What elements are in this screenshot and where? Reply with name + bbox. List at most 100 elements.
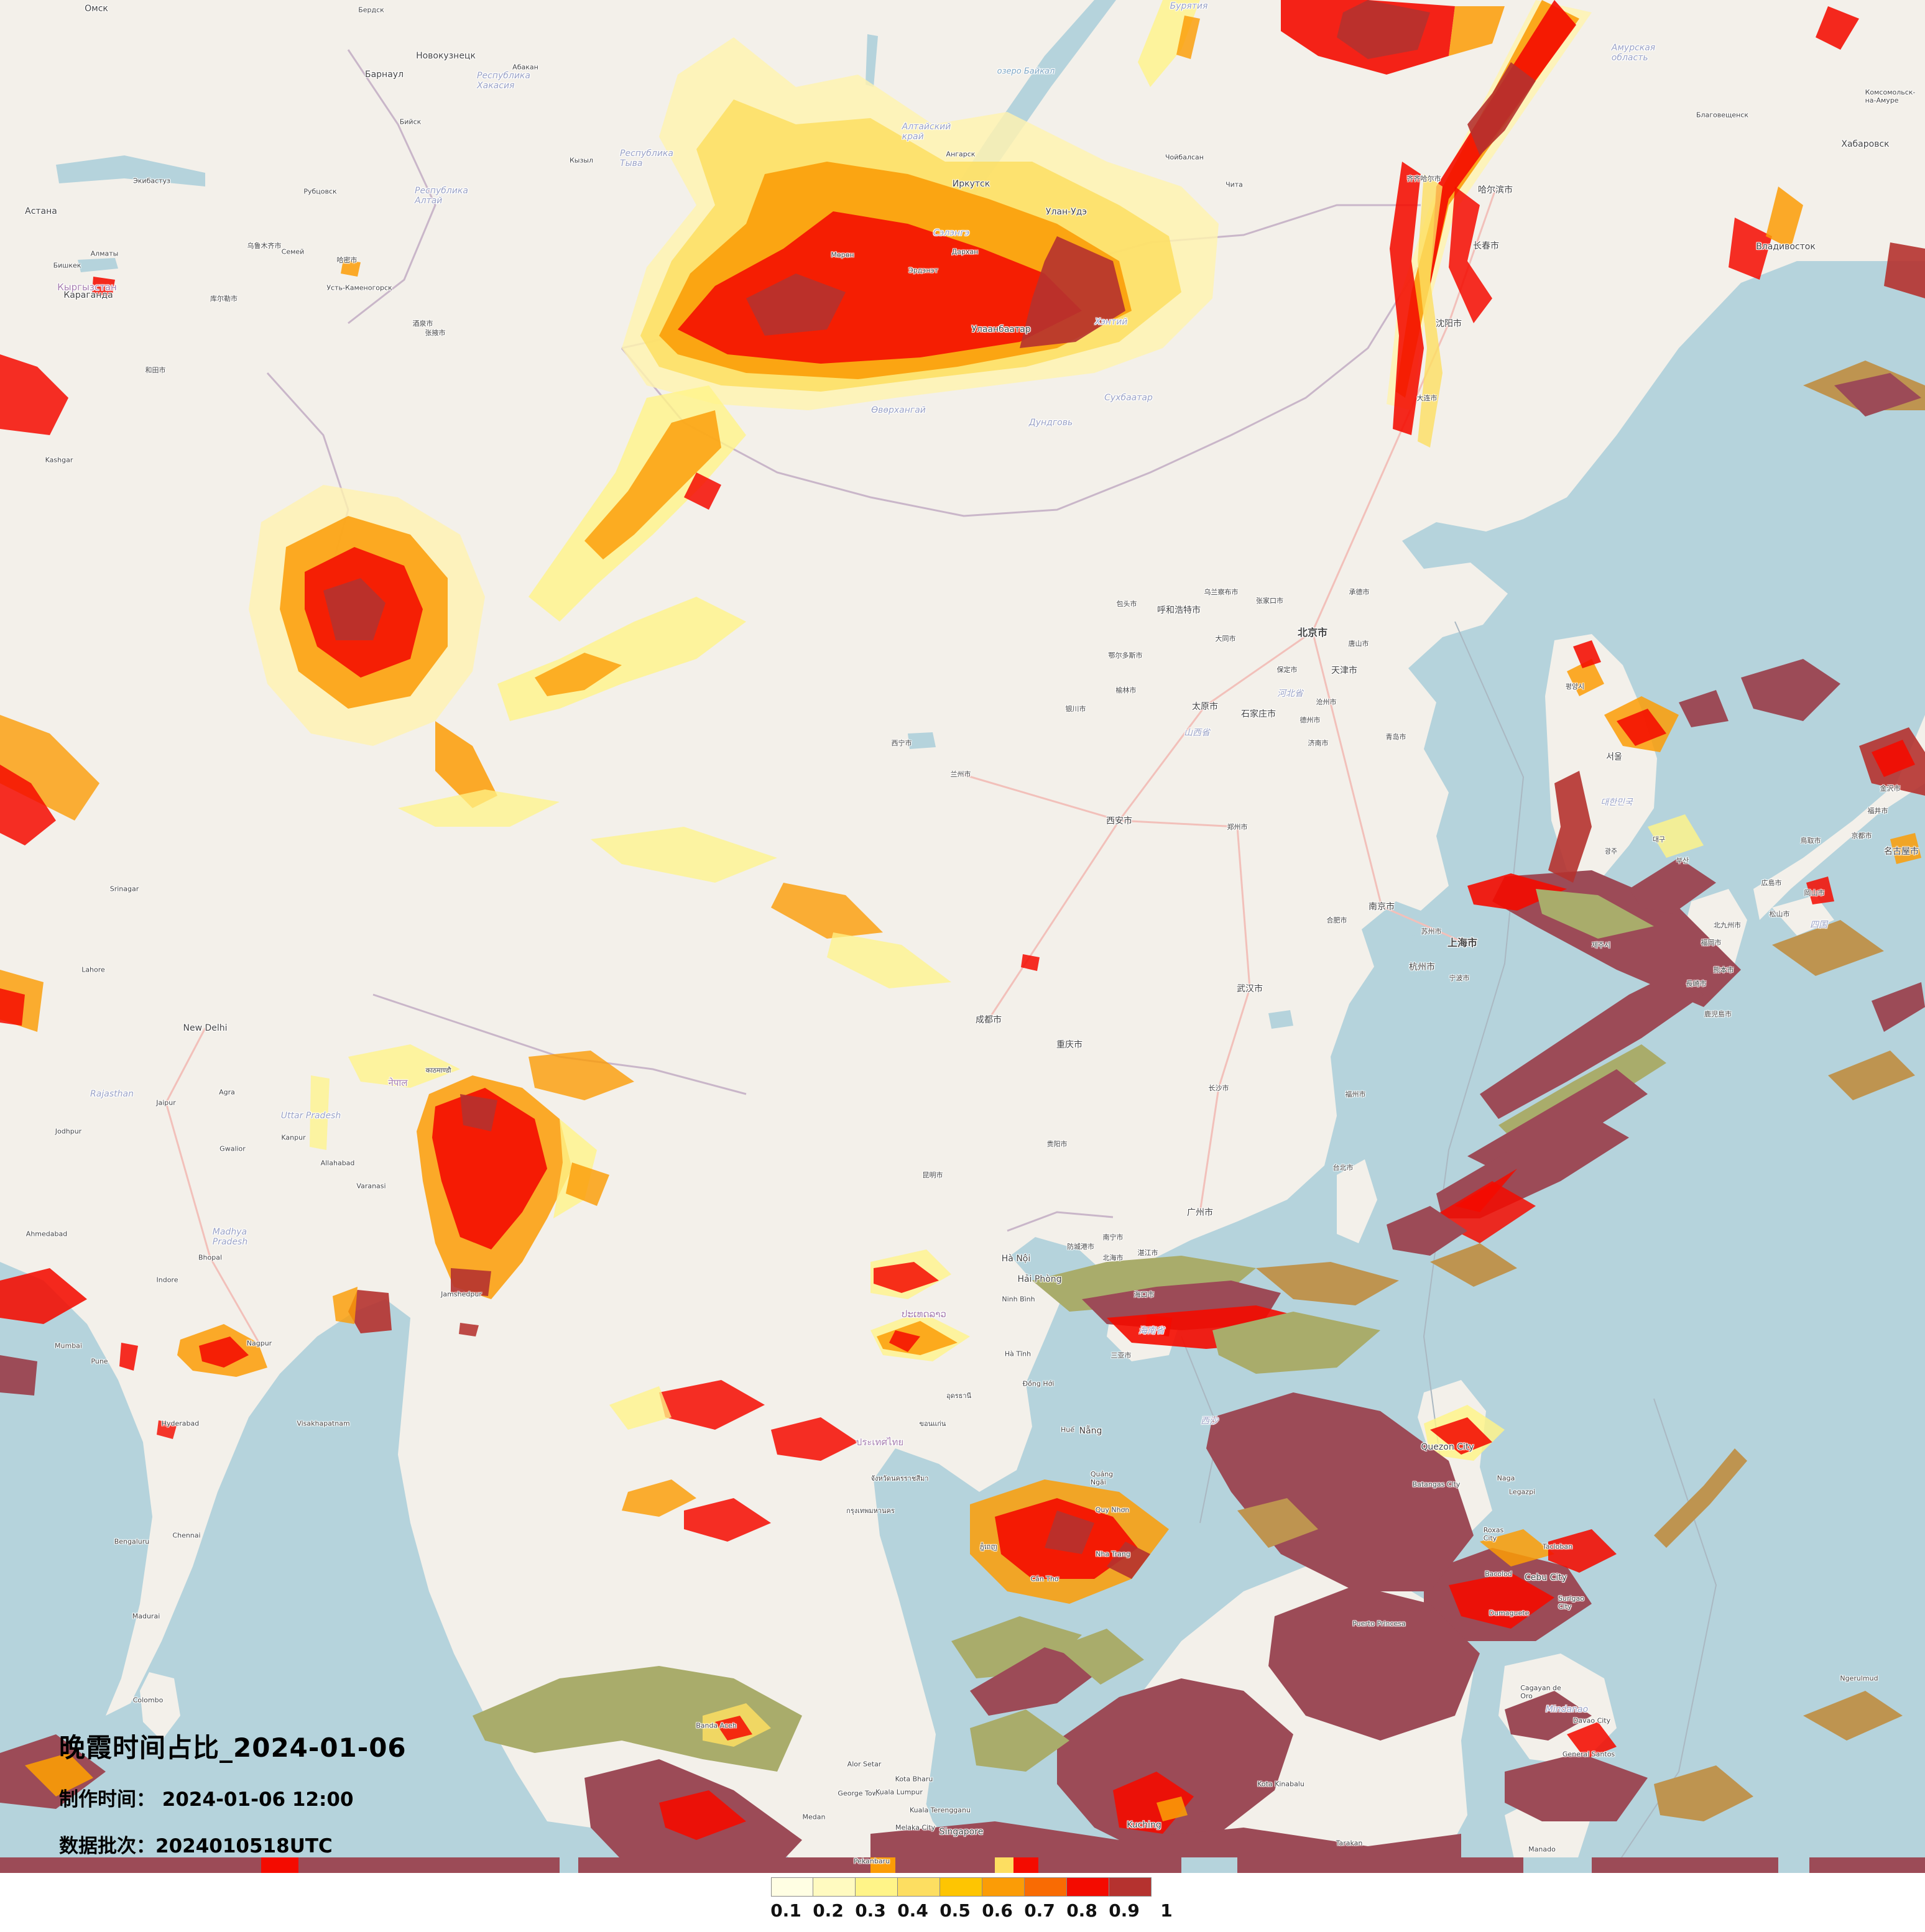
legend-value: 0.6	[982, 1900, 1013, 1921]
map-line	[1311, 631, 1463, 943]
island	[1337, 1159, 1377, 1243]
heatmap-blob	[1449, 6, 1505, 56]
heatmap-blob	[1772, 920, 1884, 976]
heatmap-blob	[1212, 1312, 1380, 1374]
heatmap-blob	[0, 765, 56, 845]
map-line	[165, 1028, 261, 1344]
heatmap-blob	[157, 1420, 177, 1439]
batch-line: 数据批次：2024010518UTC	[59, 1835, 333, 1857]
bottom-strip-segment	[1181, 1857, 1237, 1873]
map-line	[1007, 1211, 1114, 1232]
ocean	[874, 261, 1925, 1873]
heatmap-blob	[1654, 1765, 1753, 1821]
heatmap-blob	[1144, 1315, 1172, 1336]
heatmap-blob	[771, 1417, 858, 1461]
legend-swatch	[813, 1877, 856, 1897]
heatmap-blob	[1536, 889, 1654, 939]
heatmap-blob	[1390, 162, 1424, 435]
lake	[866, 34, 878, 87]
heatmap-blob	[460, 1094, 497, 1131]
bottom-strip-segment	[1809, 1857, 1925, 1873]
heatmap-blob	[1107, 1542, 1150, 1579]
heatmap-blob	[1548, 771, 1592, 883]
heatmap-blob	[1828, 1051, 1915, 1100]
heatmap-blob	[1648, 814, 1704, 858]
heatmap-blob	[1505, 1753, 1648, 1821]
bottom-strip-segment	[1523, 1857, 1592, 1873]
island	[1753, 715, 1925, 920]
heatmap-blob	[323, 578, 385, 640]
bottom-strip-segment	[1778, 1857, 1809, 1873]
bottom-strip-segment	[1592, 1857, 1778, 1873]
heatmap-blob	[1156, 1796, 1188, 1821]
heatmap-blob	[622, 1479, 696, 1517]
bottom-strip-segment	[560, 1857, 578, 1873]
heatmap-blob	[398, 789, 560, 827]
heatmap-blob	[1816, 6, 1859, 50]
legend-labels: 0.1 0.2 0.3 0.4 0.5 0.6 0.7 0.8 0.9 1	[770, 1900, 1173, 1925]
heatmap-blob	[970, 1647, 1107, 1716]
heatmap-blob	[435, 721, 497, 808]
heatmap-blob	[1021, 954, 1040, 971]
bottom-strip-segment	[578, 1857, 870, 1873]
bottom-strip-segment	[895, 1857, 995, 1873]
lake	[78, 258, 118, 272]
heatmap-blob	[566, 1162, 609, 1206]
bottom-strip-segment	[298, 1857, 560, 1873]
map-line	[1423, 621, 1525, 1524]
heatmap-blob	[684, 472, 721, 510]
map-line	[960, 773, 1238, 828]
heatmap-blob	[1418, 174, 1443, 448]
bottom-strip-segment	[0, 1857, 261, 1873]
heatmap-blob	[1480, 970, 1704, 1119]
map-line	[1199, 826, 1251, 1213]
legend-swatch	[1067, 1877, 1109, 1897]
heatmap-blob	[1387, 1206, 1467, 1256]
heatmap-blob	[473, 1666, 802, 1772]
map-canvas[interactable]: Омск Бердск Новокузнецк Барнаул Бийск Абакан К…	[0, 0, 1925, 1873]
heatmap-blob	[310, 1075, 330, 1150]
map-line	[621, 267, 1419, 517]
heatmap-blob	[659, 1380, 765, 1430]
lake	[1411, 932, 1430, 949]
heatmap-blob	[1567, 659, 1604, 696]
bottom-strip-segment	[1013, 1857, 1038, 1873]
heatmap-blob	[1654, 1448, 1747, 1548]
bottom-strip-segment	[1237, 1857, 1523, 1873]
heatmap-blob	[535, 653, 622, 696]
heatmap-blob	[92, 277, 115, 297]
heatmap-blob	[0, 1268, 87, 1324]
heatmap-blob	[0, 354, 68, 435]
heatmap-blob	[1430, 1417, 1492, 1455]
legend-swatch	[982, 1877, 1025, 1897]
legend-swatch	[856, 1877, 898, 1897]
ocean	[0, 1262, 908, 1873]
legend-value: 0.9	[1109, 1900, 1140, 1921]
heatmap-blob	[1430, 1243, 1517, 1287]
legend-swatch	[1109, 1877, 1152, 1897]
heatmap-blob	[0, 988, 25, 1026]
heatmap-blob	[1573, 640, 1601, 668]
heatmap-blob	[1256, 1262, 1399, 1305]
bottom-strip-segment	[261, 1857, 298, 1873]
heatmap-blob	[659, 1790, 746, 1840]
heatmap-blob	[1872, 740, 1915, 777]
heatmap-blob	[1872, 982, 1925, 1032]
bottom-strip-segment	[995, 1857, 1013, 1873]
legend-swatch	[940, 1877, 982, 1897]
heatmap-blob	[827, 932, 951, 988]
map-layers-svg	[0, 0, 1925, 1873]
heatmap-blob	[25, 1753, 93, 1796]
heatmap-blob	[333, 1287, 358, 1324]
heatmap-blob	[451, 1268, 491, 1296]
heatmap-blob	[771, 883, 883, 939]
heatmap-blob	[0, 1355, 37, 1396]
heatmap-blob	[1237, 1498, 1318, 1548]
bottom-strip-segment	[870, 1857, 895, 1873]
heatmap-blob	[1766, 186, 1803, 249]
map-line	[1616, 1398, 1717, 1865]
heatmap-blob	[1741, 659, 1840, 721]
heatmap-blob	[1449, 186, 1492, 323]
heatmap-blob	[1045, 1511, 1094, 1554]
heatmap-blob	[1268, 1585, 1480, 1741]
